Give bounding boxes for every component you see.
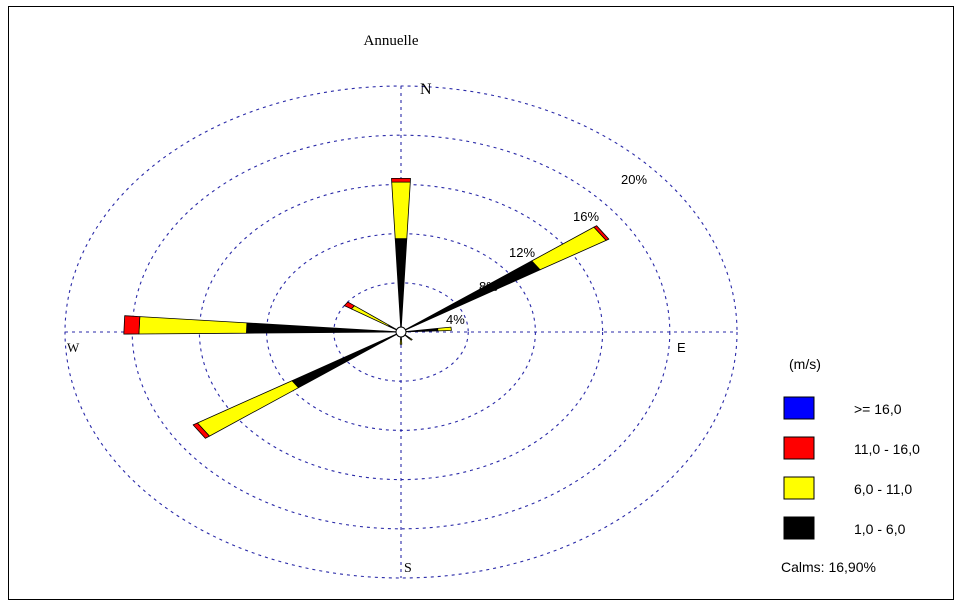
calms-label: Calms: 16,90% [781,559,876,575]
ring-label-4pct: 4% [446,312,465,327]
wind-rose-chart: Annuelle 4% 8% 12% 16% 20% N E S W (m/s) >= 16,… [64,33,920,579]
legend-swatch-3 [783,476,815,500]
wedge-n-1-0-6-0 [394,238,408,333]
legend-swatch-1 [783,396,815,420]
wedge-nw-11-0-16-0 [343,301,355,310]
legend: (m/s) >= 16,0 11,0 - 16,0 6,0 - 11,0 1,0 - … [781,356,920,575]
direction-label-n: N [420,81,432,98]
wedge-ne-6-0-11-0 [531,226,607,271]
chart-title: Annuelle [364,33,419,49]
wedge-sw-1-0-6-0 [291,331,402,389]
wedge-nw-6-0-11-0 [350,305,390,327]
legend-label-3: 6,0 - 11,0 [854,481,912,497]
wedge-n-11-0-16-0 [391,177,411,183]
wedge-ne-1-0-6-0 [400,260,541,333]
wedge-w-11-0-16-0 [123,315,141,335]
wedge-e-6-0-11-0 [437,326,452,332]
wedge-s-6-0-11-0 [399,338,403,345]
ring-labels-group: 4% 8% 12% 16% 20% [446,172,647,327]
legend-label-1: >= 16,0 [854,401,902,417]
legend-items: >= 16,0 11,0 - 16,0 6,0 - 11,0 1,0 - 6,0 [783,396,920,540]
wedge-w-1-0-6-0 [245,322,402,334]
legend-swatch-4 [783,516,815,540]
chart-frame: Annuelle 4% 8% 12% 16% 20% N E S W (m/s) >= 16,… [8,6,954,600]
ring-label-20pct: 20% [621,172,647,187]
legend-swatch-2 [783,436,815,460]
ring-label-16pct: 16% [573,209,599,224]
wedge-ne-11-0-16-0 [593,225,610,241]
direction-labels-group: N E S W [67,81,686,576]
wedge-sw-6-0-11-0 [196,380,299,437]
center-hub [395,326,407,338]
direction-label-e: E [677,340,686,355]
direction-label-w: W [67,340,80,355]
legend-label-2: 11,0 - 16,0 [854,441,920,457]
ring-label-12pct: 12% [509,245,535,260]
legend-title: (m/s) [789,356,821,372]
wedge-w-6-0-11-0 [138,316,248,335]
wedge-n-6-0-11-0 [391,181,411,240]
wedge-sw-11-0-16-0 [192,422,210,439]
sectors-group [123,177,610,439]
legend-label-4: 1,0 - 6,0 [854,521,906,537]
ring-label-8pct: 8% [479,279,498,294]
direction-label-s: S [404,561,412,576]
wedge-se-6-0-11-0 [408,337,413,341]
